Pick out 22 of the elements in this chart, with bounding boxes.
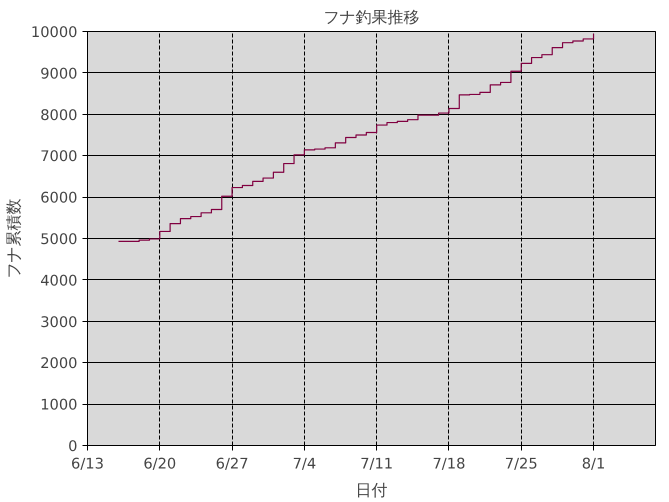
x-tick-label: 7/11 (360, 456, 394, 472)
y-tick-label: 8000 (40, 106, 78, 124)
x-tick-label: 7/4 (292, 456, 316, 472)
y-tick-label: 5000 (40, 231, 78, 248)
chart-title: フナ釣果推移 (324, 8, 420, 26)
x-tick-label: 6/20 (143, 456, 176, 472)
y-axis-title: フナ累積数 (4, 198, 23, 278)
y-tick-label: 4000 (40, 272, 78, 290)
x-axis-title: 日付 (356, 480, 388, 500)
y-tick-label: 9000 (40, 65, 78, 82)
x-tick-label: 6/13 (71, 456, 104, 472)
y-tick-label: 7000 (40, 148, 78, 166)
x-tick-label: 7/18 (432, 456, 466, 472)
y-tick-label: 0 (68, 438, 78, 455)
y-tick-label: 1000 (40, 396, 78, 414)
y-tick-label: 6000 (40, 190, 78, 207)
y-tick-label: 3000 (40, 314, 78, 331)
y-tick-label: 10000 (30, 24, 78, 41)
y-tick-label: 2000 (40, 355, 78, 372)
x-tick-label: 8/1 (582, 456, 606, 472)
x-tick-label: 6/27 (216, 456, 249, 472)
x-tick-label: 7/25 (504, 456, 538, 472)
